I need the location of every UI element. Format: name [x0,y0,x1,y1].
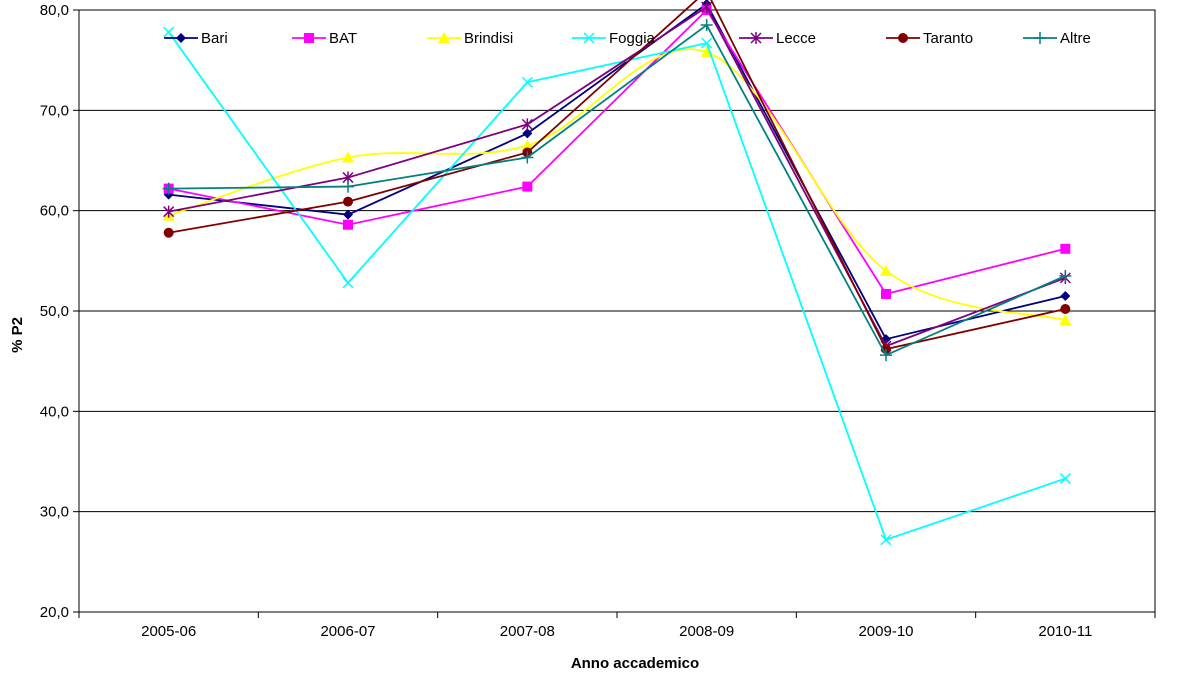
square-marker [881,288,891,299]
x-marker [342,277,354,289]
star-marker [750,32,762,44]
y-tick-label: 60,0 [40,203,69,220]
x-tick-label: 2008-09 [679,623,734,640]
circle-marker [163,227,174,238]
star-marker [521,118,533,131]
series-bari [163,0,1071,345]
square-marker [522,181,533,192]
legend-item-altre: Altre [1023,30,1091,47]
x-tick-label: 2010-11 [1038,623,1092,640]
series-brindisi [162,46,1072,326]
y-tick-label: 70,0 [40,102,69,119]
legend-item-foggia: Foggia [572,30,656,47]
circle-marker [1060,303,1071,314]
legend-label: BAT [329,30,357,47]
x-marker [521,76,533,88]
triangle-marker [438,32,450,43]
legend-item-taranto: Taranto [886,30,973,47]
plus-marker [1059,269,1072,282]
x-tick-labels: 2005-06 2006-07 2007-08 2008-09 2009-10 2010-… [141,623,1092,640]
axes [73,9,1156,618]
circle-marker [343,196,353,207]
x-marker [701,37,713,49]
series-altre [162,19,1072,362]
square-marker [343,219,353,230]
series-lecce [163,0,1071,353]
x-axis-title: Anno accademico [571,655,699,672]
series-line [168,0,1066,351]
series-line [168,2,1066,341]
legend-label: Altre [1060,30,1091,47]
triangle-marker [700,46,713,58]
plus-marker [521,151,534,164]
series-line [167,31,1066,541]
plus-marker [162,182,175,195]
plus-marker [880,349,892,362]
legend-label: Bari [201,30,228,47]
x-tick-label: 2005-06 [141,623,196,640]
series-taranto [163,0,1071,355]
diamond-marker [176,33,186,43]
diamond-marker [522,128,533,139]
legend-item-bari: Bari [164,30,228,47]
diamond-marker [343,209,353,220]
star-marker [163,205,175,218]
square-marker [1060,243,1071,254]
legend-item-bat: BAT [292,30,357,47]
legend-label: Brindisi [464,30,513,47]
y-tick-labels: 20,0 30,0 40,0 50,0 60,0 70,0 80,0 [40,2,69,621]
x-tick-label: 2009-10 [858,623,913,640]
y-tick-label: 50,0 [40,303,69,320]
y-tick-label: 30,0 [40,504,69,521]
series-bat [163,5,1071,299]
series-line [168,5,1066,348]
plus-marker [1034,32,1046,44]
diamond-marker [1060,290,1071,301]
plus-marker [342,180,354,193]
series-line [168,8,1066,295]
triangle-marker [342,151,354,163]
y-tick-label: 40,0 [40,403,69,420]
series-foggia [163,26,1071,546]
legend-item-lecce: Lecce [739,30,816,47]
legend: Bari BAT Brindisi Foggia Lecce Taranto Altre [164,30,1091,47]
x-marker [583,32,595,44]
y-tick-label: 20,0 [40,604,69,621]
x-tick-label: 2007-08 [500,623,555,640]
plus-marker [700,19,713,32]
square-marker [304,33,314,43]
legend-label: Taranto [923,30,973,47]
series-line [168,23,1066,357]
legend-label: Foggia [609,30,656,47]
series-line [168,48,1066,321]
star-marker [701,0,713,13]
y-tick-label: 80,0 [40,2,69,19]
legend-label: Lecce [776,30,816,47]
x-marker [163,26,175,38]
y-axis-title: % P2 [9,317,26,353]
series-group [162,0,1072,546]
legend-item-brindisi: Brindisi [427,30,513,47]
triangle-marker [1059,314,1072,326]
x-marker [880,534,892,546]
x-marker [1059,473,1071,485]
triangle-marker [521,139,534,151]
circle-marker [898,33,908,43]
x-tick-label: 2006-07 [320,623,375,640]
triangle-marker [880,264,892,276]
